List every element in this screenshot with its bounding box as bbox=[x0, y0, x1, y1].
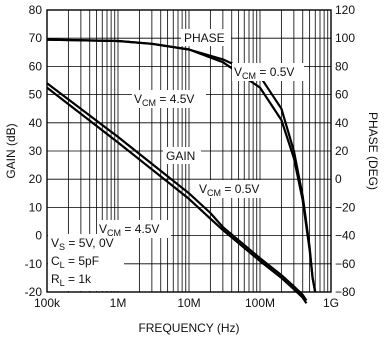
load-capacitance-label: CL = 5pF bbox=[51, 254, 99, 270]
left-tick-label: 60 bbox=[29, 59, 43, 73]
right-tick-label: 120 bbox=[335, 3, 355, 17]
plot-frame bbox=[46, 9, 332, 293]
left-tick-label: 50 bbox=[29, 88, 43, 102]
right-tick-label: 60 bbox=[335, 88, 349, 102]
x-tick-label: 1M bbox=[110, 296, 127, 310]
right-tick-label: −20 bbox=[335, 200, 356, 214]
left-tick-label: -20 bbox=[25, 285, 43, 299]
x-axis-title: FREQUENCY (Hz) bbox=[138, 321, 239, 335]
x-tick-label: 10M bbox=[177, 296, 200, 310]
vcm-phase-05-bg bbox=[232, 63, 304, 81]
supply-voltage-label: VS = 5V, 0V bbox=[51, 236, 114, 252]
x-tick-label: 100k bbox=[34, 296, 61, 310]
curves bbox=[46, 38, 317, 304]
x-tick-label: 1G bbox=[323, 296, 339, 310]
right-tick-label: −60 bbox=[335, 257, 356, 271]
vcm-phase-45-label: VCM = 4.5V bbox=[134, 92, 194, 108]
right-tick-label: −80 bbox=[335, 285, 356, 299]
right-tick-label: 80 bbox=[335, 59, 349, 73]
phase-label: PHASE bbox=[184, 31, 225, 45]
tick-labels: 80706050403020100-10-20120100806040200−2… bbox=[25, 3, 356, 310]
vcm-phase-45-bg bbox=[132, 90, 206, 108]
left-tick-label: -10 bbox=[25, 257, 43, 271]
left-tick-label: 70 bbox=[29, 31, 43, 45]
gain-label-bg bbox=[163, 147, 201, 164]
right-axis-title: PHASE (DEG) bbox=[366, 112, 380, 190]
vcm-gain-05-label: VCM = 0.5V bbox=[199, 182, 259, 198]
vcm-gain-05-bg bbox=[197, 180, 269, 198]
left-tick-label: 30 bbox=[29, 144, 43, 158]
gain-label: GAIN bbox=[166, 149, 195, 163]
vcm-gain-45-label: VCM = 4.5V bbox=[99, 222, 159, 238]
gain-curve-2 bbox=[46, 82, 308, 302]
load-resistance-label: RL = 1k bbox=[51, 272, 92, 288]
right-tick-label: 40 bbox=[335, 116, 349, 130]
left-tick-label: 10 bbox=[29, 200, 43, 214]
phase-curve-1 bbox=[46, 38, 317, 293]
gain-curve-3 bbox=[46, 86, 308, 304]
right-tick-label: 0 bbox=[335, 172, 342, 186]
left-tick-label: 80 bbox=[29, 3, 43, 17]
left-tick-label: 0 bbox=[35, 229, 42, 243]
left-tick-label: 40 bbox=[29, 116, 43, 130]
vcm-gain-45-bg bbox=[97, 220, 171, 238]
right-tick-label: −40 bbox=[335, 229, 356, 243]
conditions-bg bbox=[48, 234, 124, 291]
left-tick-label: 20 bbox=[29, 172, 43, 186]
phase-label-bg bbox=[181, 29, 231, 46]
x-tick-label: 100M bbox=[245, 296, 275, 310]
right-tick-label: 100 bbox=[335, 31, 355, 45]
vcm-phase-05-label: VCM = 0.5V bbox=[234, 65, 294, 81]
right-tick-label: 20 bbox=[335, 144, 349, 158]
left-axis-title: GAIN (dB) bbox=[4, 123, 18, 178]
